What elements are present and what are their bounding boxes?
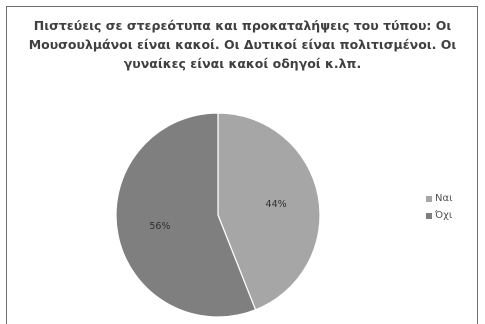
legend-item-nai: Ναι [426,190,452,207]
chart-title-line-1: Πιστεύεις σε στερεότυπα και προκαταλήψει… [33,18,452,33]
slice-label-ochi: 56% [149,221,170,232]
chart-title-line-2: Μουσουλμάνοι είναι κακοί. Οι Δυτικοί είν… [28,37,457,52]
legend-label-nai: Ναι [435,193,453,204]
legend-item-ochi: Όχι [426,207,452,224]
pie-slice-ochi [115,112,257,318]
chart-legend: Ναι Όχι [426,190,452,224]
legend-swatch-ochi [426,212,432,219]
pie-slice-nai [217,112,321,311]
chart-title: Πιστεύεις σε στερεότυπα και προκαταλήψει… [20,16,465,73]
slice-label-nai: 44% [266,199,287,210]
legend-swatch-nai [426,195,432,202]
chart-title-line-3: γυναίκες είναι κακοί οδηγοί κ.λπ. [123,56,362,71]
legend-label-ochi: Όχι [435,210,453,221]
